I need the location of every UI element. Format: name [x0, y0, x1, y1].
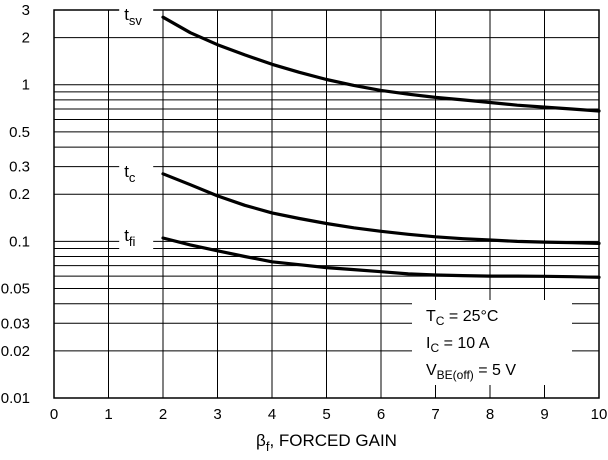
- x-tick-label: 7: [431, 406, 439, 423]
- series-label-tsv: tsv: [124, 5, 142, 28]
- x-axis-label-rest: , FORCED GAIN: [269, 431, 397, 450]
- y-tick-labels: 0.01 0.02 0.03 0.05 0.1 0.2 0.3 0.5 1 2 3: [1, 2, 30, 407]
- condition-line: IC = 10 A: [426, 335, 490, 355]
- series-line-tfi: [161, 236, 601, 279]
- series-line-tc: [161, 172, 601, 245]
- series-label-bg-tsv: [119, 3, 154, 31]
- y-tick-label: 2: [22, 30, 30, 47]
- x-tick-label: 5: [322, 406, 330, 423]
- y-tick-label: 0.02: [1, 343, 30, 360]
- y-tick-label: 0.05: [1, 281, 30, 298]
- x-tick-label: 8: [486, 406, 494, 423]
- series-label-tfi: tfi: [124, 226, 135, 249]
- x-axis-label-sub: f: [266, 439, 270, 454]
- plot-frame: [53, 9, 600, 399]
- y-tick-label: 0.5: [9, 124, 30, 141]
- y-tick-label: 0.1: [9, 233, 30, 250]
- curve-labels: tsv tc tfi: [119, 3, 154, 252]
- x-tick-label: 9: [540, 406, 548, 423]
- curves: [161, 15, 601, 279]
- y-tick-label: 0.2: [9, 186, 30, 203]
- condition-line: TC = 25°C: [426, 308, 498, 328]
- series-label-bg-tfi: [119, 224, 154, 252]
- x-tick-label: 4: [268, 406, 276, 423]
- series-label-tc: tc: [124, 162, 136, 185]
- series-label-bg-tc: [119, 159, 154, 187]
- x-tick-label: 6: [377, 406, 385, 423]
- condition-line: VBE(off) = 5 V: [426, 362, 516, 382]
- conditions-background: [412, 300, 572, 385]
- y-tick-label: 0.03: [1, 315, 30, 332]
- x-tick-label: 2: [159, 406, 167, 423]
- y-tick-label: 1: [22, 77, 30, 94]
- conditions-box: TC = 25°C IC = 10 A VBE(off) = 5 V: [412, 300, 572, 385]
- x-tick-label: 0: [50, 406, 58, 423]
- x-axis-label: βf, FORCED GAIN: [256, 431, 397, 454]
- x-axis-label-main: β: [256, 431, 266, 450]
- series-line-tsv: [161, 15, 601, 113]
- x-tick-label: 3: [213, 406, 221, 423]
- y-tick-label: 0.3: [9, 159, 30, 176]
- y-tick-label: 0.01: [1, 390, 30, 407]
- y-tick-label: 3: [22, 2, 30, 19]
- x-tick-label: 1: [104, 406, 112, 423]
- x-tick-label: 10: [591, 406, 608, 423]
- x-tick-labels: 0 1 2 3 4 5 6 7 8 9 10: [50, 406, 608, 423]
